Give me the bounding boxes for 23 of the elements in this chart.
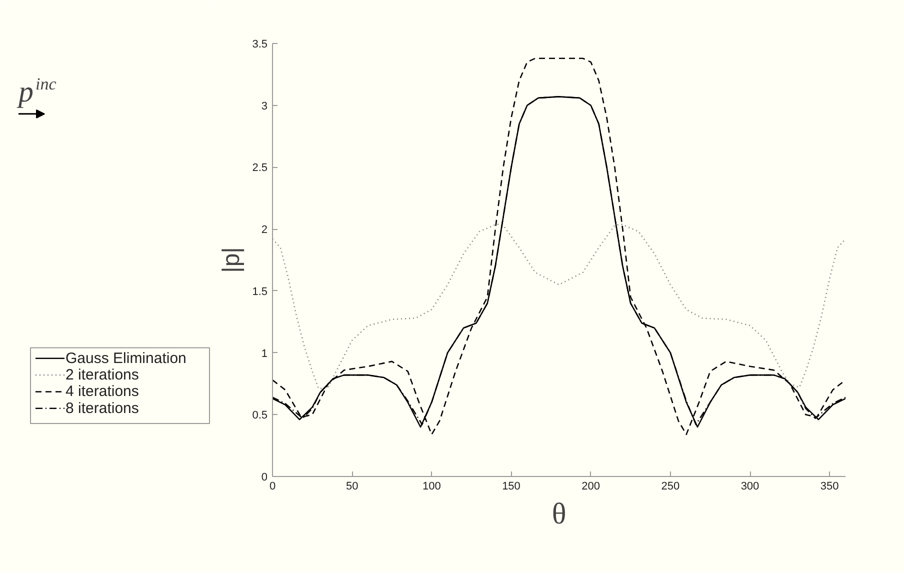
y-tick-label: 0 bbox=[261, 472, 268, 484]
y-tick-label: 2 bbox=[261, 224, 268, 236]
y-tick-label: 3.5 bbox=[252, 38, 268, 50]
y-tick-label: 1 bbox=[261, 348, 268, 360]
x-tick-label: 150 bbox=[502, 480, 520, 492]
line-series bbox=[272, 223, 846, 390]
x-tick-label: 300 bbox=[740, 480, 760, 492]
y-axis-title: |p| bbox=[218, 247, 246, 273]
x-axis-title: θ bbox=[552, 498, 566, 530]
legend-label: Gauss Elimination bbox=[66, 350, 186, 367]
x-tick-label: 0 bbox=[269, 480, 276, 492]
legend-label: 8 iterations bbox=[66, 400, 139, 417]
legend-label: 2 iterations bbox=[66, 366, 139, 384]
y-tick-label: 0.5 bbox=[252, 410, 268, 422]
y-tick-label: 3 bbox=[261, 100, 268, 112]
x-tick-label: 50 bbox=[346, 480, 358, 492]
x-tick-label: 200 bbox=[582, 480, 600, 492]
x-tick-label: 100 bbox=[422, 480, 441, 492]
y-tick-label: 2.5 bbox=[252, 162, 268, 174]
legend-label: 4 iterations bbox=[66, 383, 139, 400]
y-tick-label: 1.5 bbox=[252, 286, 268, 298]
x-tick-label: 250 bbox=[661, 480, 680, 492]
x-tick-label: 350 bbox=[820, 480, 839, 492]
